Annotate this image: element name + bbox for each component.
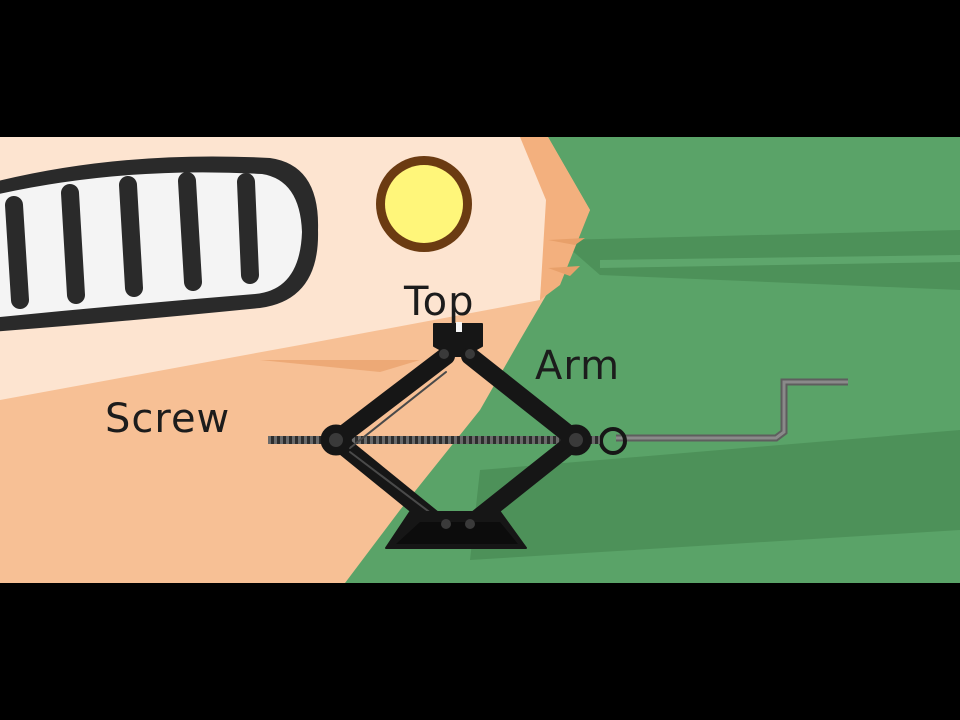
label-top: Top xyxy=(404,279,475,325)
letterbox-bottom xyxy=(0,583,960,720)
label-arm: Arm xyxy=(535,343,621,389)
car-grille-icon xyxy=(0,156,319,332)
crank-handle-icon xyxy=(599,378,848,455)
label-screw: Screw xyxy=(105,396,231,442)
headlight-icon xyxy=(376,156,472,252)
letterbox-top xyxy=(0,0,960,137)
scissor-jack-icon xyxy=(320,322,592,549)
